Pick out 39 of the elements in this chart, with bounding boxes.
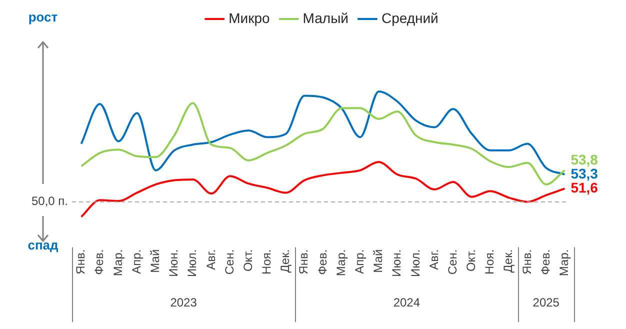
x-tick-label: Авг. — [426, 249, 441, 270]
x-tick-label: Июл. — [185, 249, 200, 278]
x-tick-label: Янв. — [520, 249, 534, 274]
legend-label: Малый — [302, 10, 348, 26]
x-tick-label: Сен. — [222, 249, 236, 275]
x-tick-label: Май — [371, 249, 386, 273]
data-label: 51,6 — [570, 179, 598, 196]
x-tick-label: Мар. — [334, 249, 348, 276]
x-tick-label: Ноя. — [260, 249, 274, 274]
data-label: 53,3 — [570, 165, 598, 182]
x-tick-label: Июн. — [166, 249, 181, 277]
x-tick-label: Июн. — [390, 249, 404, 277]
x-tick-label: Ноя. — [482, 249, 497, 274]
x-tick-label: Фев. — [538, 249, 552, 275]
x-tick-label: Окт. — [240, 249, 255, 272]
x-tick-label: Дек. — [501, 249, 516, 273]
x-tick-label: Окт. — [464, 249, 478, 272]
x-tick-label: Апр. — [129, 249, 144, 274]
text: 2024 — [393, 295, 420, 310]
x-tick-label: Мар. — [557, 249, 572, 276]
text: рост — [28, 10, 58, 25]
legend-label: Микро — [228, 10, 270, 26]
x-tick-label: Мар. — [110, 249, 125, 276]
text: спад — [28, 238, 60, 253]
x-tick-label: Фев. — [315, 249, 330, 275]
legend-label: Средний — [381, 10, 438, 26]
x-tick-label: Сен. — [445, 249, 460, 275]
x-tick-label: Май — [148, 249, 162, 273]
text: 2025 — [532, 295, 560, 310]
data-label: 53,8 — [570, 151, 598, 168]
x-tick-label: Фев. — [92, 249, 106, 275]
x-tick-label: Янв. — [74, 249, 88, 274]
x-tick-label: Авг. — [204, 249, 218, 270]
x-tick-label: Янв. — [296, 249, 311, 274]
x-tick-label: Июл. — [408, 249, 422, 278]
ref-line-label: 50,0 п. — [31, 194, 68, 208]
x-tick-label: Апр. — [352, 249, 366, 274]
text: 2023 — [170, 295, 198, 310]
x-tick-label: Дек. — [278, 249, 292, 273]
